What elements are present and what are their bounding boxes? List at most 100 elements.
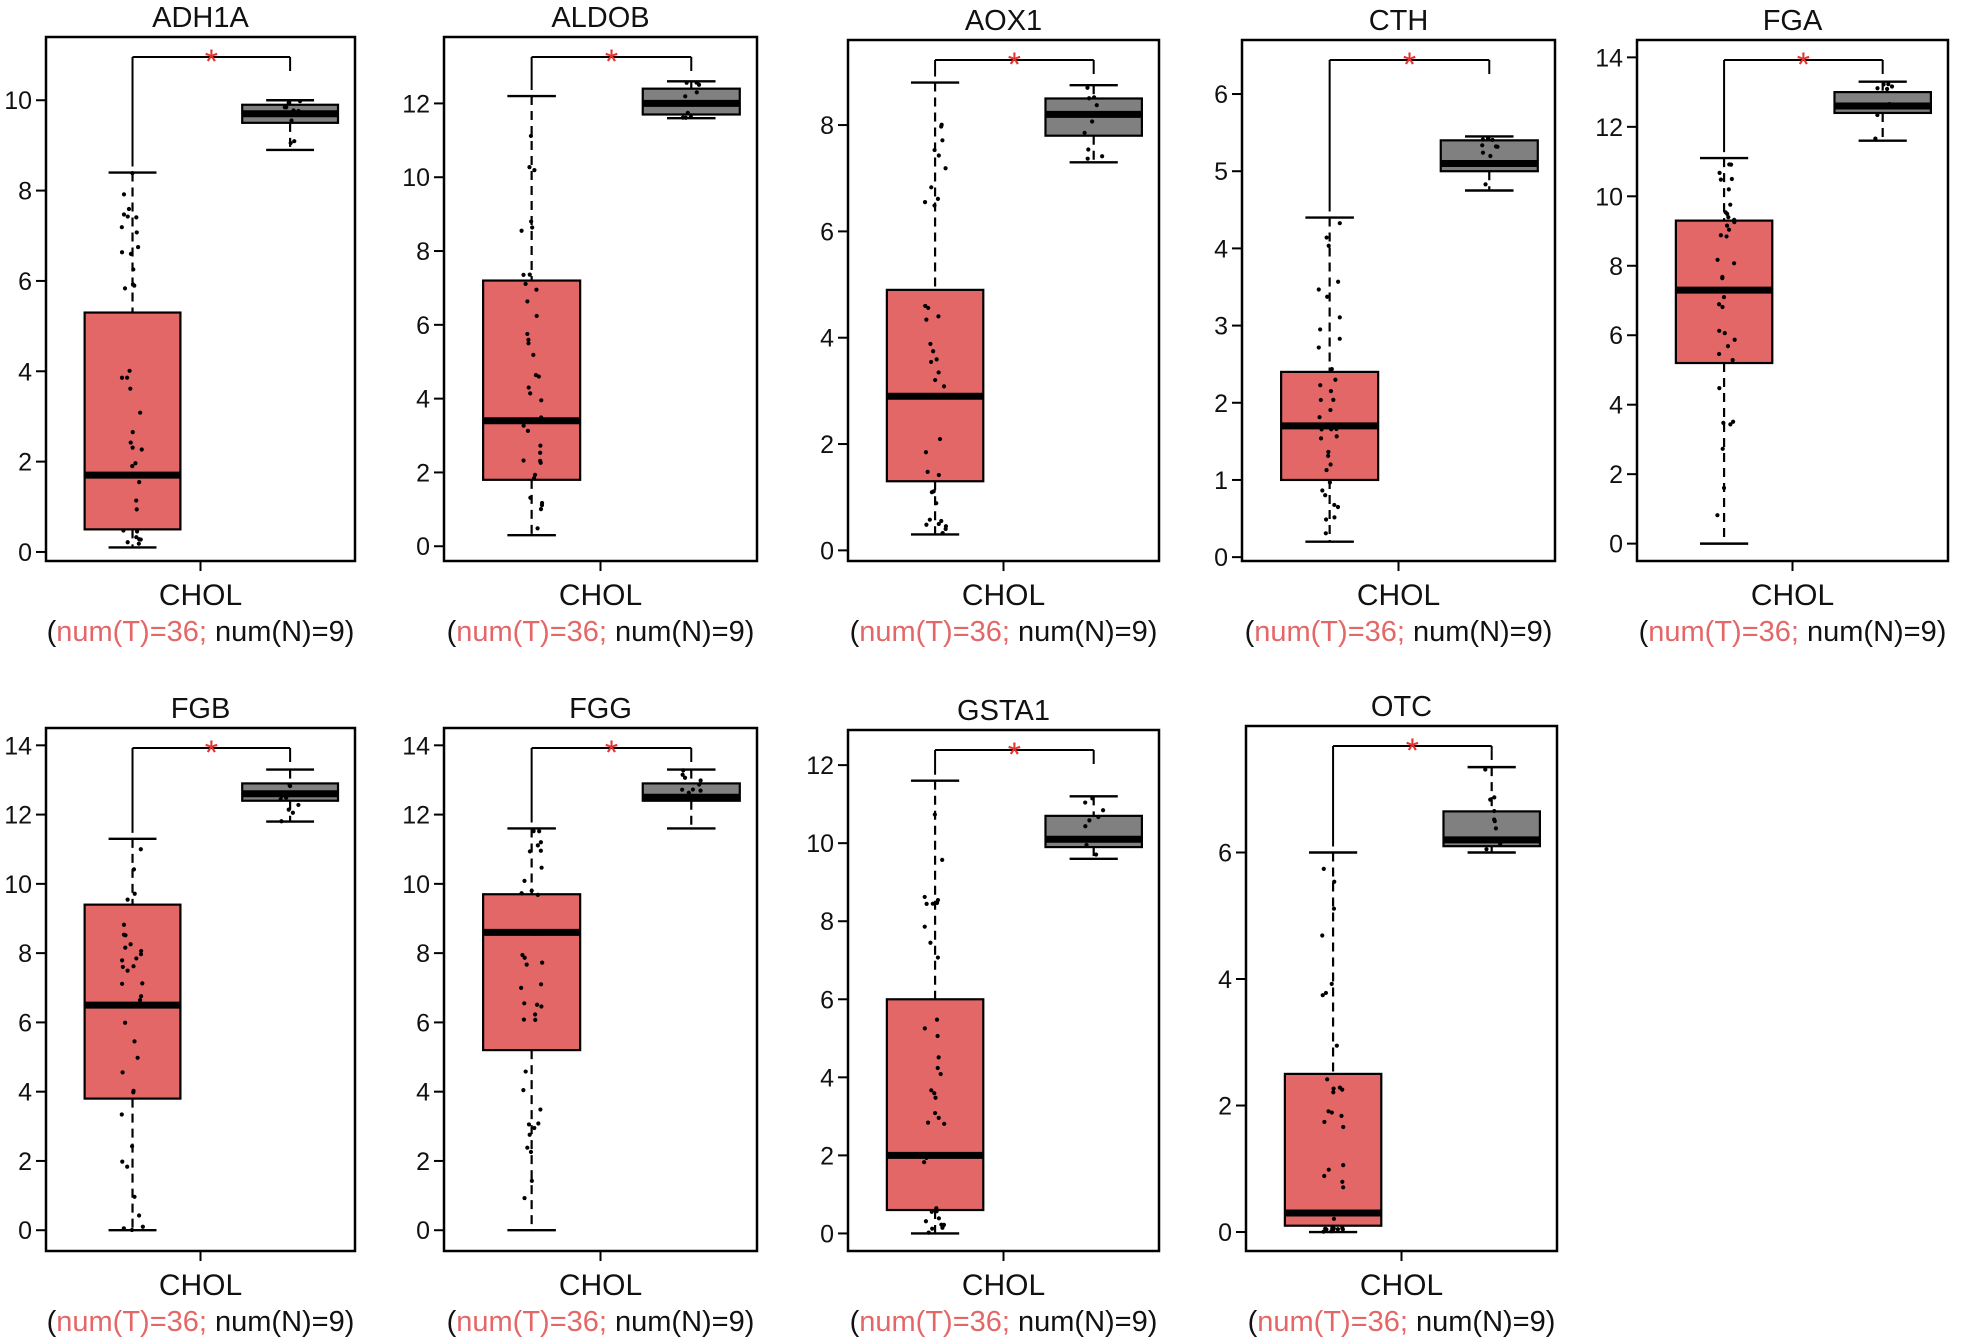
sample-size-normal: num(N)=9) <box>1807 616 1946 648</box>
x-axis-label: CHOL <box>159 579 242 612</box>
tumor-point <box>1715 513 1720 518</box>
tumor-point <box>1724 223 1730 228</box>
tumor-point <box>519 891 524 896</box>
y-tick-label: 3 <box>1214 313 1228 341</box>
tumor-point <box>1325 453 1331 459</box>
tumor-point <box>932 812 937 817</box>
y-tick-label: 6 <box>416 1009 430 1037</box>
tumor-point <box>922 200 928 205</box>
normal-point <box>279 819 284 824</box>
normal-point <box>1090 796 1095 801</box>
tumor-point <box>136 541 141 546</box>
tumor-point <box>138 847 143 852</box>
significance-star: * <box>605 734 618 772</box>
tumor-point <box>134 507 139 512</box>
tumor-point <box>528 133 534 139</box>
sample-size-open: ( <box>850 1306 860 1337</box>
y-tick-label: 2 <box>1609 461 1623 489</box>
tumor-point <box>521 272 526 278</box>
panel-fga: FGA 0 2 4 6 8 10 12 14 CHOL (num(T)=36; num(N)=9) * <box>1595 5 1950 648</box>
tumor-point <box>538 460 543 465</box>
tumor-point <box>132 1194 137 1199</box>
tumor-point <box>120 1070 125 1075</box>
tumor-point <box>1728 202 1733 207</box>
normal-point <box>1492 795 1497 800</box>
tumor-point <box>536 1121 541 1126</box>
y-tick-label: 12 <box>402 802 430 830</box>
tumor-point <box>527 272 532 277</box>
tumor-point <box>526 341 531 346</box>
y-tick-label: 6 <box>1609 322 1623 350</box>
panel-fgb: FGB 0 2 4 6 8 10 12 14 CHOL (num(T)=36; num(N)=9) * <box>4 693 357 1337</box>
x-axis-label: CHOL <box>159 1269 242 1302</box>
tumor-point <box>1329 366 1334 372</box>
normal-point <box>1885 86 1890 92</box>
y-tick-label: 0 <box>18 1217 32 1245</box>
normal-point <box>1480 143 1485 148</box>
tumor-point <box>1726 215 1731 220</box>
tumor-point <box>943 166 948 171</box>
tumor-box <box>885 288 985 483</box>
tumor-point <box>131 964 136 969</box>
tumor-point <box>1328 389 1334 394</box>
tumor-point <box>133 461 138 466</box>
tumor-point <box>1715 257 1720 262</box>
normal-point <box>683 94 688 99</box>
tumor-point <box>1328 407 1333 413</box>
tumor-point <box>1331 1086 1336 1091</box>
normal-point <box>698 788 703 793</box>
sample-size-space <box>1405 616 1413 648</box>
sample-size-space <box>1799 616 1807 648</box>
normal-point <box>1873 136 1878 141</box>
tumor-point <box>939 124 944 129</box>
tumor-point <box>1331 1216 1337 1221</box>
tumor-point <box>527 165 532 170</box>
y-tick-label: 4 <box>1609 392 1623 420</box>
tumor-point <box>1323 990 1329 996</box>
tumor-point <box>1321 1229 1326 1234</box>
tumor-point <box>1318 436 1324 441</box>
tumor-point <box>936 370 941 375</box>
normal-point <box>292 139 297 144</box>
tumor-point <box>1339 1113 1344 1119</box>
tumor-point <box>1718 233 1723 238</box>
tumor-point <box>535 892 540 897</box>
tumor-point <box>1326 243 1331 248</box>
tumor-point <box>120 964 125 970</box>
tumor-point <box>532 472 538 477</box>
tumor-point <box>1341 1124 1346 1130</box>
tumor-point <box>538 848 543 853</box>
tumor-point <box>1340 1179 1345 1184</box>
tumor-point <box>128 440 133 445</box>
tumor-point <box>1725 344 1731 349</box>
sample-size-open: ( <box>447 616 457 648</box>
tumor-point <box>134 215 139 220</box>
y-tick-label: 0 <box>18 539 32 567</box>
tumor-point <box>535 526 540 531</box>
tumor-point <box>131 867 137 872</box>
tumor-point <box>1329 981 1334 987</box>
panel-cth: CTH 0 1 2 3 4 5 6 CHOL (num(T)=36; num(N)=9) * <box>1214 5 1557 648</box>
tumor-point <box>935 196 941 201</box>
panel-title: GSTA1 <box>957 695 1050 727</box>
tumor-point <box>137 537 142 542</box>
normal-point <box>690 787 696 792</box>
normal-point <box>284 105 289 110</box>
normal-point <box>286 100 291 106</box>
panel-aox1: AOX1 0 2 4 6 8 CHOL (num(T)=36; num(N)=9) * <box>820 5 1161 648</box>
tumor-point <box>1731 261 1737 266</box>
tumor-point <box>1724 234 1729 239</box>
tumor-point <box>534 313 539 319</box>
tumor-point <box>940 530 945 536</box>
normal-point <box>1083 800 1088 805</box>
tumor-point <box>1326 1167 1331 1172</box>
tumor-point <box>119 981 125 986</box>
tumor-point <box>121 212 127 217</box>
tumor-point <box>1320 933 1325 938</box>
normal-point <box>698 778 703 783</box>
tumor-point <box>1334 434 1339 439</box>
tumor-point <box>521 1017 526 1022</box>
tumor-point <box>1332 879 1337 884</box>
tumor-point <box>936 153 941 158</box>
